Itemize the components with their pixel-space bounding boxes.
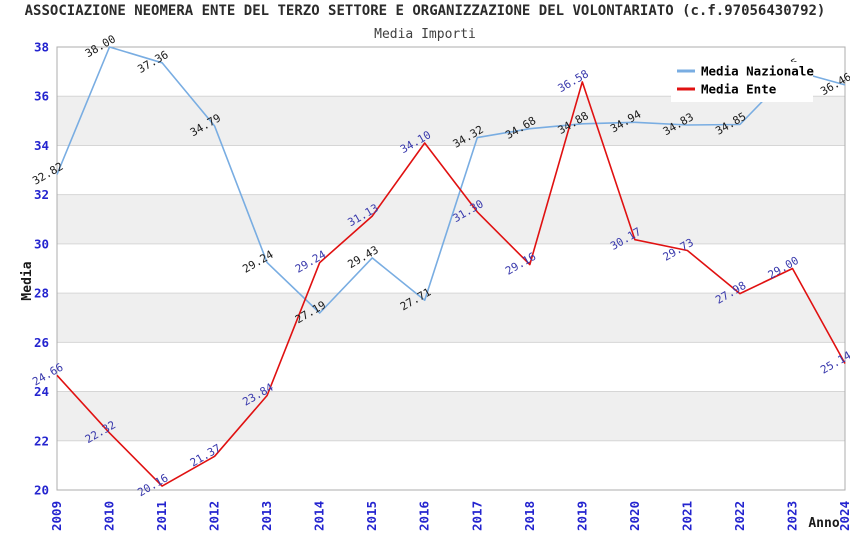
chart-title: ASSOCIAZIONE NEOMERA ENTE DEL TERZO SETT… xyxy=(24,3,826,19)
series-polyline xyxy=(56,81,846,487)
y-axis-labels: 20 22 24 26 28 30 32 34 36 38 xyxy=(34,40,49,498)
x-tick-label: 2009 xyxy=(49,501,64,531)
background-band xyxy=(57,391,845,441)
y-tick-label: 34 xyxy=(34,138,49,153)
y-tick-label: 38 xyxy=(34,40,49,55)
x-tick-label: 2016 xyxy=(417,501,432,531)
data-label: 29.24 xyxy=(293,248,329,276)
x-tick-label: 2015 xyxy=(364,501,379,531)
x-tick-label: 2017 xyxy=(469,501,484,531)
y-tick-label: 22 xyxy=(34,433,49,448)
y-tick-label: 30 xyxy=(34,236,49,251)
y-tick-label: 20 xyxy=(34,483,49,498)
data-label: 29.00 xyxy=(766,254,801,282)
x-tick-label: 2020 xyxy=(627,501,642,531)
y-tick-label: 28 xyxy=(34,286,49,301)
x-tick-label: 2019 xyxy=(574,501,589,531)
legend-label-media-ente: Media Ente xyxy=(701,82,777,97)
series-line-media-ente xyxy=(56,81,846,487)
x-tick-label: 2024 xyxy=(837,501,850,531)
legend-box xyxy=(671,62,813,102)
chart-subtitle: Media Importi xyxy=(374,27,476,42)
x-axis-title: Anno xyxy=(808,516,839,531)
y-tick-label: 36 xyxy=(34,89,49,104)
x-tick-label: 2021 xyxy=(679,501,694,531)
data-label: 29.16 xyxy=(503,250,538,278)
data-label: 37.36 xyxy=(135,48,170,76)
x-tick-label: 2018 xyxy=(522,501,537,531)
y-tick-label: 32 xyxy=(34,187,49,202)
x-tick-label: 2022 xyxy=(732,501,747,531)
plot-bands xyxy=(57,96,845,441)
background-band xyxy=(57,96,845,146)
legend-label-media-nazionale: Media Nazionale xyxy=(701,64,814,79)
x-axis-labels: 2009 2010 2011 2012 2013 2014 2015 2016 2017 2018… xyxy=(49,501,850,531)
data-label: 32.82 xyxy=(30,160,65,188)
legend: Media Nazionale Media Ente xyxy=(671,62,814,102)
x-tick-label: 2014 xyxy=(312,501,327,531)
y-tick-label: 26 xyxy=(34,335,49,350)
x-tick-label: 2010 xyxy=(102,501,117,531)
series-polyline xyxy=(56,46,846,314)
y-axis-title: Media xyxy=(20,261,35,300)
x-tick-label: 2012 xyxy=(207,501,222,531)
x-tick-label: 2023 xyxy=(784,501,799,531)
background-band xyxy=(57,293,845,343)
series-line-media-nazionale xyxy=(56,46,846,314)
data-label: 21.37 xyxy=(188,442,223,470)
data-label: 20.16 xyxy=(135,471,170,499)
plot-border xyxy=(56,46,846,491)
y-tick-label: 24 xyxy=(34,384,49,399)
data-label: 29.24 xyxy=(240,248,276,276)
x-tick-label: 2011 xyxy=(154,501,169,531)
x-tick-label: 2013 xyxy=(259,501,274,531)
